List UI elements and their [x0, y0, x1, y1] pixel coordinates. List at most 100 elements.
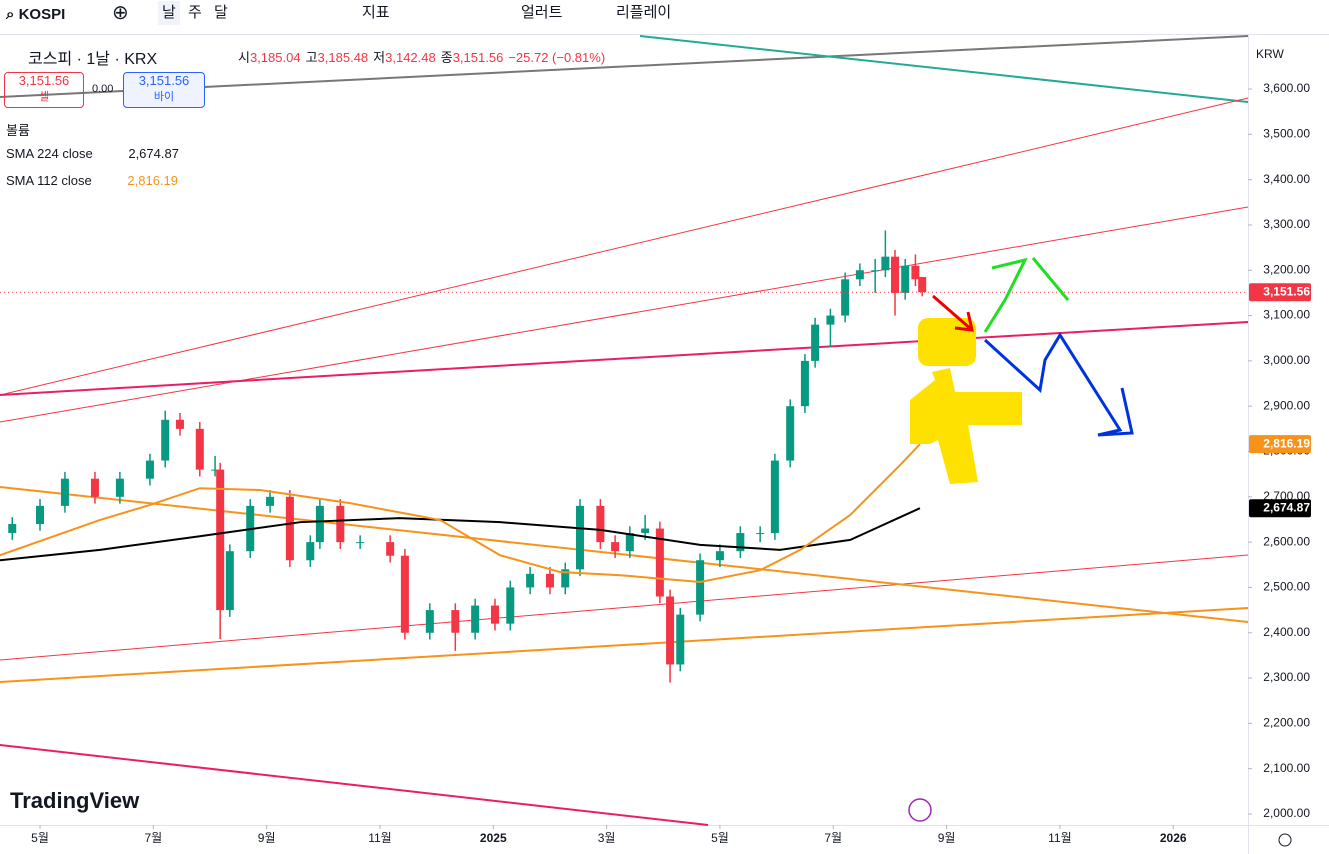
trend-line: [0, 97, 1249, 396]
x-tick-label: 9월: [938, 831, 956, 845]
ohlc-value: 3,185.04: [249, 50, 301, 65]
candle-body: [596, 505, 605, 543]
y-tick-label: 2,500.00: [1263, 580, 1310, 594]
y-tick-label: 2,900.00: [1263, 398, 1310, 412]
x-tick-label: 7월: [824, 831, 842, 845]
ohlc-value: 3,185.48: [317, 50, 369, 65]
sma-line: [0, 507, 921, 562]
sell-price: 3,151.56: [18, 73, 70, 88]
y-tick-label: 2,300.00: [1263, 670, 1310, 684]
ohlc-label: 종: [440, 50, 453, 65]
sma-line: [0, 443, 921, 584]
buy-price: 3,151.56: [138, 73, 190, 88]
candle-body: [36, 505, 45, 524]
symbol-search[interactable]: ⌕ KOSPI: [6, 6, 66, 23]
axis-markers: [1268, 200, 1329, 460]
candle-body: [786, 406, 795, 461]
interval[interactable]: 날: [158, 1, 180, 25]
arrow-green: [983, 257, 1070, 333]
trend-line: [639, 35, 1249, 103]
trend-line: [0, 321, 1249, 396]
candle-body: [676, 614, 685, 665]
candle-body: [336, 505, 345, 543]
candle-body: [666, 596, 675, 665]
candle-body: [918, 277, 927, 293]
candle-body: [901, 265, 910, 293]
candle-body: [891, 256, 900, 293]
y-tick-label: 2,200.00: [1263, 716, 1310, 730]
candle-body: [826, 315, 835, 325]
x-tick-label: 2026: [1160, 831, 1187, 845]
candle-body: [655, 528, 664, 597]
x-tick-label: 11월: [1048, 831, 1072, 845]
x-tick-label: 5월: [711, 831, 729, 845]
candle-body: [266, 496, 275, 506]
candle-body: [911, 265, 920, 280]
candle-body: [506, 587, 515, 624]
y-tick-label: 2,100.00: [1263, 761, 1310, 775]
y-tick-label: 3,400.00: [1263, 172, 1310, 186]
candle-body: [881, 256, 890, 271]
y-tick-label: 3,100.00: [1263, 308, 1310, 322]
x-tick-label: 5월: [31, 831, 49, 845]
lightning-icon[interactable]: [908, 798, 932, 822]
y-tick-label: 2,400.00: [1263, 625, 1310, 639]
buy-button[interactable]: 3,151.56 바이: [123, 72, 205, 108]
price-label-bg: [1249, 499, 1311, 518]
candle-body: [841, 279, 850, 316]
symbol[interactable]: KOSPI: [18, 6, 66, 23]
interval[interactable]: 주: [188, 4, 202, 21]
ohlc-value: 3,142.48: [385, 50, 436, 65]
alert-button[interactable]: 얼러트: [521, 4, 563, 21]
y-tick-label: 3,000.00: [1263, 353, 1310, 367]
candle-body: [811, 324, 820, 361]
price-label-bg: [1249, 283, 1311, 302]
candle-body: [756, 533, 765, 535]
y-tick-label: 3,200.00: [1263, 262, 1310, 276]
candle-body: [195, 428, 204, 470]
arrow-blue: [983, 332, 1134, 437]
candle-body: [561, 569, 570, 588]
sell-button[interactable]: 3,151.56 셀: [4, 72, 84, 108]
candle-body: [471, 605, 480, 633]
y-tick-label: 3,300.00: [1263, 217, 1310, 231]
trend-line: [0, 206, 1249, 423]
indicator-name: SMA 224 close: [6, 146, 93, 161]
candle-body: [115, 478, 124, 497]
currency[interactable]: KRW: [1256, 47, 1284, 61]
watermark: TradingView: [10, 788, 140, 813]
candle-body: [770, 460, 779, 534]
add-symbol[interactable]: ⊕: [112, 2, 129, 24]
indicators-button[interactable]: 지표: [362, 4, 390, 21]
candle-body: [871, 270, 880, 272]
replay-button[interactable]: 리플레이: [616, 4, 672, 21]
price-label: 2,816.19: [1263, 436, 1310, 450]
candle-body: [90, 478, 99, 497]
sell-label: 셀: [38, 91, 50, 103]
trend-line: [0, 744, 709, 826]
volume-legend: 볼륨: [6, 123, 30, 138]
buy-label: 바이: [153, 91, 175, 103]
ohlc-label: 저: [373, 50, 386, 65]
candle-body: [490, 605, 499, 624]
candle-body: [306, 542, 315, 561]
ohlc-value: 3,151.56: [452, 50, 504, 65]
settings-icon[interactable]: [1278, 833, 1292, 847]
x-tick-label: 11월: [368, 831, 392, 845]
y-tick-label: 3,600.00: [1263, 81, 1310, 95]
highlight: [910, 368, 1022, 484]
y-tick-label: 2,000.00: [1263, 806, 1310, 820]
candle-body: [625, 533, 634, 552]
candle-body: [715, 551, 724, 561]
candle-body: [545, 573, 554, 588]
x-tick-label: 2025: [480, 831, 507, 845]
candle-body: [216, 469, 225, 611]
candle-body: [356, 542, 365, 544]
indicator-legend: SMA 224 close 2,674.87: [6, 146, 179, 161]
spread: 0.00: [92, 83, 114, 95]
interval[interactable]: 달: [214, 4, 228, 21]
candle-body: [611, 542, 620, 552]
arrow-red: [932, 294, 974, 332]
candle-body: [425, 610, 434, 633]
